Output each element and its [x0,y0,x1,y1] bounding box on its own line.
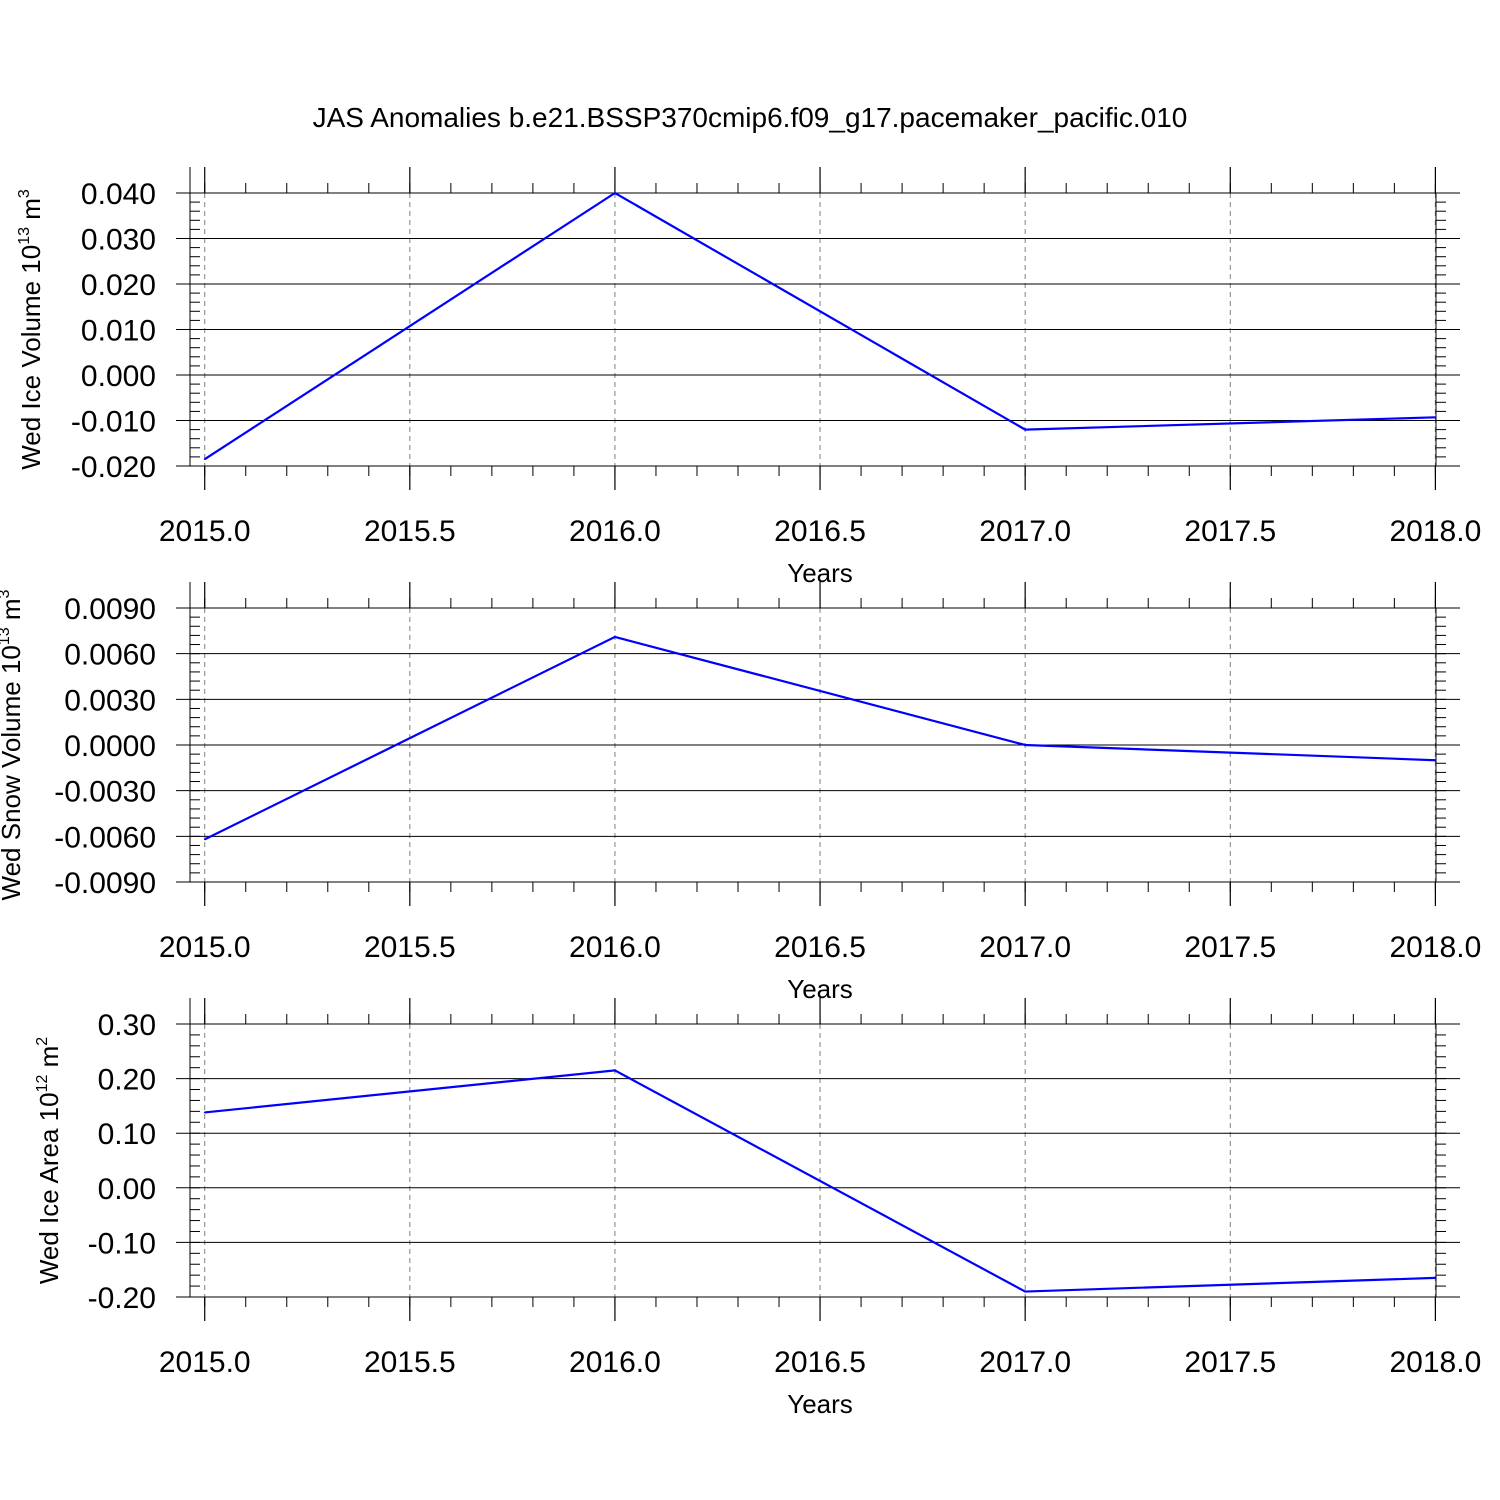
y-tick-label: 0.010 [81,315,156,348]
x-tick-label: 2017.0 [979,931,1071,964]
y-axis-label: Wed Ice Volume 1013 m3 [16,189,46,470]
x-tick-label: 2015.5 [364,931,456,964]
x-tick-label: 2016.5 [774,931,866,964]
series-line [204,191,1436,461]
series-line [204,635,1436,841]
x-tick-label: 2016.0 [569,1346,661,1379]
y-tick-label: 0.020 [81,269,156,302]
x-tick-label: 2015.0 [159,515,251,548]
y-tick-label: 0.00 [98,1173,156,1206]
x-tick-label: 2017.5 [1184,1346,1276,1379]
x-tick-label: 2015.0 [159,931,251,964]
x-tick-label: 2016.5 [774,1346,866,1379]
data-point [203,1111,206,1114]
x-tick-label: 2018.0 [1390,515,1482,548]
x-tick-label: 2015.5 [364,1346,456,1379]
ice-volume-panel: -0.020 -0.010 0.000 0.010 0.020 0.030 0.040 201… [16,167,1481,588]
y-tick-label: 0.0060 [64,639,156,672]
x-tick-label: 2017.5 [1184,931,1276,964]
data-point [614,636,616,638]
y-tick-label: 0.0030 [64,684,156,717]
x-tick-label: 2015.5 [364,515,456,548]
y-tick-label: 0.30 [98,1009,156,1042]
x-tick-label: 2016.0 [569,515,661,548]
x-tick-label: 2016.5 [774,515,866,548]
x-tick-label: 2017.5 [1184,515,1276,548]
y-tick-label: 0.0090 [64,593,156,626]
data-point [1024,1290,1026,1293]
data-point [1024,428,1026,431]
y-tick-label: 0.030 [81,224,156,257]
y-tick-label: 0.0000 [64,730,156,763]
y-tick-label: -0.020 [71,451,156,484]
x-tick-label: 2016.0 [569,931,661,964]
x-tick-label: 2015.0 [159,1346,251,1379]
x-tick-label: 2018.0 [1390,1346,1482,1379]
data-point [614,192,616,194]
y-tick-label: -0.0060 [54,821,156,854]
series-line [204,1069,1436,1293]
data-point [1434,416,1437,419]
x-tick-label: 2017.0 [979,515,1071,548]
y-axis-label: Wed Ice Area 1012 m2 [34,1037,64,1284]
y-tick-label: -0.10 [88,1227,156,1260]
x-tick-label: 2018.0 [1390,931,1482,964]
data-point [614,1069,616,1072]
data-point [203,838,206,841]
x-axis-label: Years [787,1389,853,1419]
data-point [1024,744,1026,746]
y-tick-label: 0.040 [81,178,156,211]
y-tick-label: 0.000 [81,360,156,393]
y-tick-label: -0.0090 [54,867,156,900]
x-tick-label: 2017.0 [979,1346,1071,1379]
y-tick-label: 0.20 [98,1064,156,1097]
y-tick-label: 0.10 [98,1118,156,1151]
data-point [203,458,206,460]
data-point [1434,1277,1437,1279]
snow-volume-panel: -0.0090 -0.0060 -0.0030 0.0000 0.0030 0.0060 0… [0,582,1481,1004]
ice-area-panel: -0.20 -0.10 0.00 0.10 0.20 0.30 2015.0 2015.5 20… [34,998,1481,1419]
page-title: JAS Anomalies b.e21.BSSP370cmip6.f09_g17… [312,102,1188,133]
y-tick-label: -0.20 [88,1282,156,1315]
y-axis-label: Wed Snow Volume 1013 m3 [0,589,26,900]
y-tick-label: -0.0030 [54,776,156,809]
y-tick-label: -0.010 [71,406,156,439]
data-point [1434,759,1437,762]
